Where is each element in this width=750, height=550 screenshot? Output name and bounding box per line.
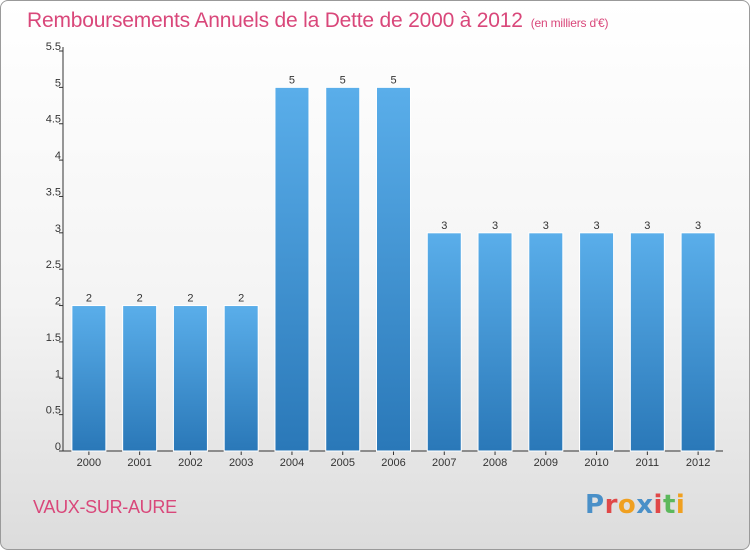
- x-tick-label: 2002: [178, 457, 202, 469]
- x-tick-label: 2005: [330, 457, 354, 469]
- bar: [426, 232, 462, 452]
- y-tick-label: 3.5: [46, 186, 61, 198]
- y-tick-label: 3: [55, 223, 61, 235]
- y-tick-label: 5: [55, 77, 61, 89]
- x-tick-label: 2003: [229, 457, 253, 469]
- bar-value-label: 5: [390, 74, 396, 86]
- y-tick-label: 0.5: [46, 405, 61, 417]
- logo-letter: i: [675, 490, 686, 520]
- y-tick-label: 1: [55, 368, 61, 380]
- logo-letter: i: [653, 490, 663, 520]
- bar-value-label: 3: [543, 220, 549, 232]
- bar: [629, 232, 665, 452]
- bar-value-label: 2: [137, 293, 143, 305]
- bar: [680, 232, 716, 452]
- bar-value-label: 5: [289, 74, 295, 86]
- x-tick-label: 2012: [686, 457, 710, 469]
- y-tick-label: 5.5: [46, 41, 61, 53]
- title-text: Remboursements Annuels de la Dette de 20…: [27, 9, 523, 32]
- logo-letter: t: [662, 490, 676, 520]
- y-tick-label: 4: [55, 150, 61, 162]
- chart-title: Remboursements Annuels de la Dette de 20…: [27, 9, 608, 33]
- bar: [477, 232, 513, 452]
- bar: [579, 232, 615, 452]
- bar-value-label: 2: [238, 293, 244, 305]
- bar-value-label: 3: [695, 220, 701, 232]
- location-label: VAUX-SUR-AURE: [33, 497, 177, 517]
- bars: 2 2 2 2 5 5 5 3 3 3 3 3 3: [71, 74, 716, 452]
- bar-value-label: 3: [644, 220, 650, 232]
- y-tick-label: 4.5: [46, 114, 61, 126]
- bar-value-label: 2: [187, 293, 193, 305]
- x-tick-label: 2010: [584, 457, 608, 469]
- x-tick-label: 2000: [77, 457, 101, 469]
- x-tick-label: 2011: [636, 457, 660, 469]
- x-tick-label: 2006: [381, 457, 405, 469]
- y-tick-label: 1.5: [46, 332, 61, 344]
- bar-value-label: 3: [492, 220, 498, 232]
- logo-letter: x: [636, 490, 654, 520]
- title-unit: (en milliers d'€): [530, 16, 609, 30]
- bar-value-label: 2: [86, 293, 92, 305]
- bar: [122, 305, 158, 452]
- logo-letter: P: [585, 490, 605, 520]
- bar: [376, 86, 411, 452]
- bar: [71, 305, 107, 452]
- bar: [223, 305, 259, 452]
- bar: [172, 305, 208, 452]
- bar: [528, 232, 564, 452]
- y-tick-label: 0: [55, 441, 61, 453]
- bar: [274, 86, 310, 452]
- x-tick-label: 2008: [483, 457, 507, 469]
- bar-value-label: 3: [441, 220, 447, 232]
- y-tick-label: 2.5: [46, 259, 61, 271]
- logo-letter: o: [617, 490, 637, 520]
- bar: [325, 86, 361, 452]
- bar-value-label: 5: [340, 74, 346, 86]
- x-tick-label: 2001: [127, 457, 151, 469]
- y-tick-label: 2: [55, 296, 61, 308]
- proxiti-logo: Proxiti: [585, 490, 685, 520]
- x-tick-label: 2004: [280, 457, 304, 469]
- bar-value-label: 3: [594, 220, 600, 232]
- x-tick-label: 2007: [432, 457, 456, 469]
- x-tick-label: 2009: [534, 457, 558, 469]
- logo-letter: r: [604, 490, 618, 520]
